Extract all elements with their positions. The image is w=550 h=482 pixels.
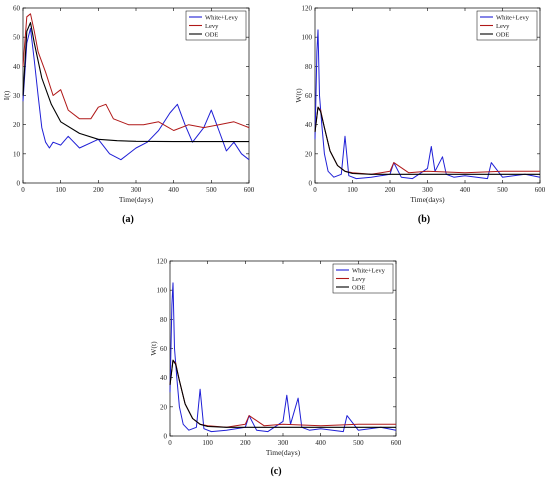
legend-entry: White+Levy	[496, 14, 530, 21]
y-tick-label: 80	[305, 63, 313, 71]
y-tick-label: 20	[13, 121, 21, 129]
series-line-ode	[314, 106, 540, 175]
y-tick-label: 40	[13, 63, 21, 71]
y-axis-label: I(t)	[2, 90, 11, 100]
legend-entry: Levy	[352, 276, 366, 283]
legend-entry: Levy	[496, 23, 510, 30]
x-tick-label: 500	[353, 439, 364, 447]
y-tick-label: 0	[309, 180, 313, 188]
series-line-ode	[22, 22, 249, 143]
x-tick-label: 300	[422, 186, 433, 194]
x-tick-label: 500	[497, 186, 508, 194]
y-axis-label: W(t)	[294, 88, 303, 103]
x-tick-label: 300	[278, 439, 289, 447]
legend-entry: Levy	[205, 23, 219, 30]
x-tick-label: 100	[347, 186, 358, 194]
y-tick-label: 60	[13, 5, 21, 13]
series-line-white-levy	[22, 27, 250, 161]
legend-entry: White+Levy	[352, 267, 386, 274]
legend-entry: White+Levy	[205, 14, 239, 21]
x-tick-label: 100	[55, 186, 66, 194]
y-tick-label: 40	[305, 121, 313, 129]
x-tick-label: 100	[202, 439, 213, 447]
y-axis-label: W(t)	[149, 341, 158, 356]
legend-entry: ODE	[205, 31, 218, 38]
legend-box	[185, 10, 247, 41]
y-tick-label: 20	[160, 403, 168, 411]
x-tick-label: 200	[240, 439, 251, 447]
panel-caption: (a)	[122, 214, 134, 225]
x-tick-label: 400	[168, 186, 179, 194]
x-tick-label: 600	[535, 186, 546, 194]
panel-caption: (b)	[418, 214, 430, 225]
y-tick-label: 30	[13, 92, 21, 100]
x-axis-label: Time(days)	[410, 195, 445, 204]
y-tick-label: 60	[160, 345, 168, 353]
y-tick-label: 100	[157, 287, 168, 295]
x-tick-label: 0	[168, 439, 172, 447]
series-line-levy	[22, 13, 250, 131]
panel-caption: (c)	[270, 466, 281, 477]
x-tick-label: 600	[244, 186, 255, 194]
y-tick-label: 50	[13, 34, 21, 42]
x-tick-label: 400	[460, 186, 471, 194]
x-tick-label: 200	[385, 186, 396, 194]
chart-panel-c: 0 100 200 300 400 500 600 0 20 40 60 80 100 120 Time(d…	[149, 258, 402, 478]
x-tick-label: 600	[391, 439, 402, 447]
y-tick-label: 10	[13, 150, 21, 158]
x-tick-label: 200	[93, 186, 104, 194]
y-tick-label: 60	[305, 92, 313, 100]
y-tick-label: 120	[302, 5, 313, 13]
y-tick-label: 40	[160, 374, 168, 382]
legend-entry: ODE	[496, 31, 509, 38]
x-tick-label: 0	[21, 186, 25, 194]
y-tick-label: 20	[305, 150, 313, 158]
y-tick-label: 120	[157, 258, 168, 266]
chart-panel-b: 0 100 200 300 400 500 600 0 20 40 60 80 100 120 Time(d…	[294, 5, 546, 226]
x-tick-label: 500	[206, 186, 217, 194]
series-line-ode	[169, 359, 396, 428]
x-tick-label: 0	[313, 186, 317, 194]
x-axis-label: Time(days)	[119, 195, 154, 204]
x-axis-label: Time(days)	[266, 448, 301, 457]
x-tick-label: 400	[315, 439, 326, 447]
y-tick-label: 0	[17, 180, 21, 188]
x-tick-label: 300	[131, 186, 142, 194]
legend-entry: ODE	[352, 284, 365, 291]
y-tick-label: 80	[160, 316, 168, 324]
y-tick-label: 100	[302, 34, 313, 42]
y-tick-label: 0	[164, 433, 168, 441]
chart-panel-a: 0 100 200 300 400 500 600 0 10 20 30 40 50 60 Time(day…	[2, 5, 255, 226]
